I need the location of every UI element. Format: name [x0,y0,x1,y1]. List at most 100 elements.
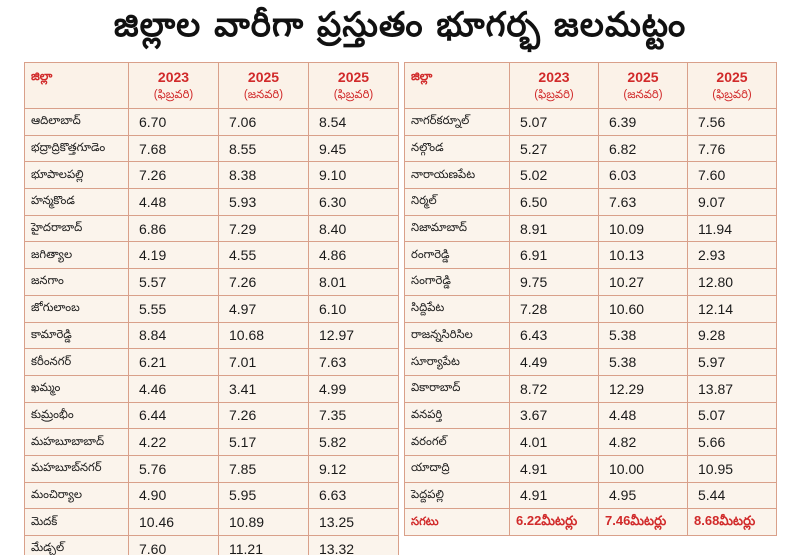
district-name-cell: జగిత్యాల [24,241,129,270]
district-name-cell: నారాయణపేట [404,161,510,190]
value-2025-jan-cell: 7.29 [218,214,309,243]
value-2025-feb-cell: 7.63 [308,348,399,376]
value-2025-feb-cell: 9.12 [308,454,399,483]
district-name-cell: రాజన్నసిరిసిల [404,321,510,350]
value-2025-feb-cell: 13.87 [687,374,777,403]
value-2025-jan-cell: 5.95 [218,481,309,510]
average-row: సగటు 6.22మీటర్లు 7.46మీటర్లు 8.68మీటర్లు [404,508,777,536]
col-2025-feb-header: 2025 (ఫిబ్రవరి) [687,62,777,109]
district-name-cell: సిద్దిపేట [404,294,510,323]
value-2025-jan-cell: 4.95 [598,481,688,510]
value-2023-feb-cell: 6.91 [509,241,599,270]
table-row: కరీంనగర్ 6.21 7.01 7.63 [24,348,399,376]
district-name-cell: కరీంనగర్ [24,348,129,376]
value-2025-feb-cell: 7.60 [687,161,777,190]
value-2025-jan-cell: 7.01 [218,348,309,376]
value-2025-feb-cell: 5.44 [687,481,777,510]
table-row: సంగారెడ్డి 9.75 10.27 12.80 [404,268,777,296]
value-2025-jan-cell: 7.26 [218,401,309,430]
value-2023-feb-cell: 7.26 [128,161,219,190]
average-label-cell: సగటు [404,508,510,536]
table-row: భూపాలపల్లి 7.26 8.38 9.10 [24,161,399,190]
value-2025-feb-cell: 9.45 [308,134,399,163]
district-name-cell: ఆదిలాబాద్ [24,108,129,136]
value-2023-feb-cell: 10.46 [128,508,219,536]
value-2025-jan-cell: 10.27 [598,268,688,296]
district-name-cell: రంగారెడ్డి [404,241,510,270]
table-row: నాగర్‌కర్నూల్ 5.07 6.39 7.56 [404,108,777,136]
table-row: సూర్యాపేట 4.49 5.38 5.97 [404,348,777,376]
table-row: హన్మకొండ 4.48 5.93 6.30 [24,188,399,216]
table-row: జోగులాంబ 5.55 4.97 6.10 [24,294,399,323]
value-2025-jan-cell: 4.48 [598,401,688,430]
value-2023-feb-cell: 4.48 [128,188,219,216]
value-2025-feb-cell: 11.94 [687,214,777,243]
value-2025-feb-cell: 2.93 [687,241,777,270]
table-row: వనపర్తి 3.67 4.48 5.07 [404,401,777,430]
value-2025-jan-cell: 10.60 [598,294,688,323]
page-title: జిల్లాల వారీగా ప్రస్తుతం భూగర్భ జలమట్టం [113,5,687,45]
table-header-row: జిల్లా 2023 (ఫిబ్రవరి) 2025 (జనవరి) 2025… [404,62,777,109]
value-2025-feb-cell: 12.14 [687,294,777,323]
value-2025-feb-cell: 7.76 [687,134,777,163]
table-row: మహబూబ్‌నగర్ 5.76 7.85 9.12 [24,454,399,483]
value-2025-jan-cell: 3.41 [218,374,309,403]
table-row: నారాయణపేట 5.02 6.03 7.60 [404,161,777,190]
value-2025-jan-cell: 5.17 [218,428,309,456]
value-2023-feb-cell: 5.02 [509,161,599,190]
district-name-cell: నల్గొండ [404,134,510,163]
value-2025-feb-cell: 7.56 [687,108,777,136]
value-2025-jan-cell: 10.00 [598,454,688,483]
table-row: ఆదిలాబాద్ 6.70 7.06 8.54 [24,108,399,136]
header-month: (ఫిబ్రవరి) [333,88,374,101]
table-row: వరంగల్ 4.01 4.82 5.66 [404,428,777,456]
table-row: నల్గొండ 5.27 6.82 7.76 [404,134,777,163]
average-2023-feb-cell: 6.22మీటర్లు [509,508,599,536]
value-2025-jan-cell: 6.03 [598,161,688,190]
value-2025-jan-cell: 5.38 [598,348,688,376]
table-row: యాదాద్రి 4.91 10.00 10.95 [404,454,777,483]
value-2025-jan-cell: 4.55 [218,241,309,270]
value-2023-feb-cell: 8.91 [509,214,599,243]
district-name-cell: సూర్యాపేట [404,348,510,376]
table-row: మంచిర్యాల 4.90 5.95 6.63 [24,481,399,510]
value-2023-feb-cell: 7.60 [128,535,219,555]
header-year: 2025 [716,68,748,85]
district-name-cell: హైదరాబాద్ [24,214,129,243]
value-2025-jan-cell: 7.06 [218,108,309,136]
district-header: జిల్లా [404,62,510,109]
district-name-cell: వనపర్తి [404,401,510,430]
value-2025-feb-cell: 5.66 [687,428,777,456]
district-name-cell: ఖమ్మం [24,374,129,403]
value-2025-feb-cell: 6.30 [308,188,399,216]
value-2023-feb-cell: 3.67 [509,401,599,430]
district-name-cell: జనగాం [24,268,129,296]
value-2025-jan-cell: 4.82 [598,428,688,456]
district-name-cell: నాగర్‌కర్నూల్ [404,108,510,136]
value-2025-jan-cell: 8.38 [218,161,309,190]
value-2025-feb-cell: 6.63 [308,481,399,510]
value-2025-jan-cell: 8.55 [218,134,309,163]
value-2025-feb-cell: 9.10 [308,161,399,190]
value-2023-feb-cell: 5.76 [128,454,219,483]
value-2023-feb-cell: 9.75 [509,268,599,296]
district-name-cell: నిజామాబాద్ [404,214,510,243]
value-2023-feb-cell: 8.72 [509,374,599,403]
table-row: భద్రాద్రికొత్తగూడెం 7.68 8.55 9.45 [24,134,399,163]
value-2023-feb-cell: 8.84 [128,321,219,350]
table-row: జనగాం 5.57 7.26 8.01 [24,268,399,296]
value-2025-jan-cell: 5.93 [218,188,309,216]
value-2023-feb-cell: 4.46 [128,374,219,403]
col-2023-feb-header: 2023 (ఫిబ్రవరి) [509,62,599,109]
value-2025-feb-cell: 13.25 [308,508,399,536]
average-2025-feb-cell: 8.68మీటర్లు [687,508,777,536]
col-2025-jan-header: 2025 (జనవరి) [218,62,309,109]
value-2023-feb-cell: 4.01 [509,428,599,456]
table-row: రంగారెడ్డి 6.91 10.13 2.93 [404,241,777,270]
table-row: మహబూబాబాద్ 4.22 5.17 5.82 [24,428,399,456]
table-row: నిర్మల్ 6.50 7.63 9.07 [404,188,777,216]
value-2025-jan-cell: 10.09 [598,214,688,243]
value-2025-jan-cell: 10.68 [218,321,309,350]
table-row: హైదరాబాద్ 6.86 7.29 8.40 [24,214,399,243]
value-2025-jan-cell: 5.38 [598,321,688,350]
